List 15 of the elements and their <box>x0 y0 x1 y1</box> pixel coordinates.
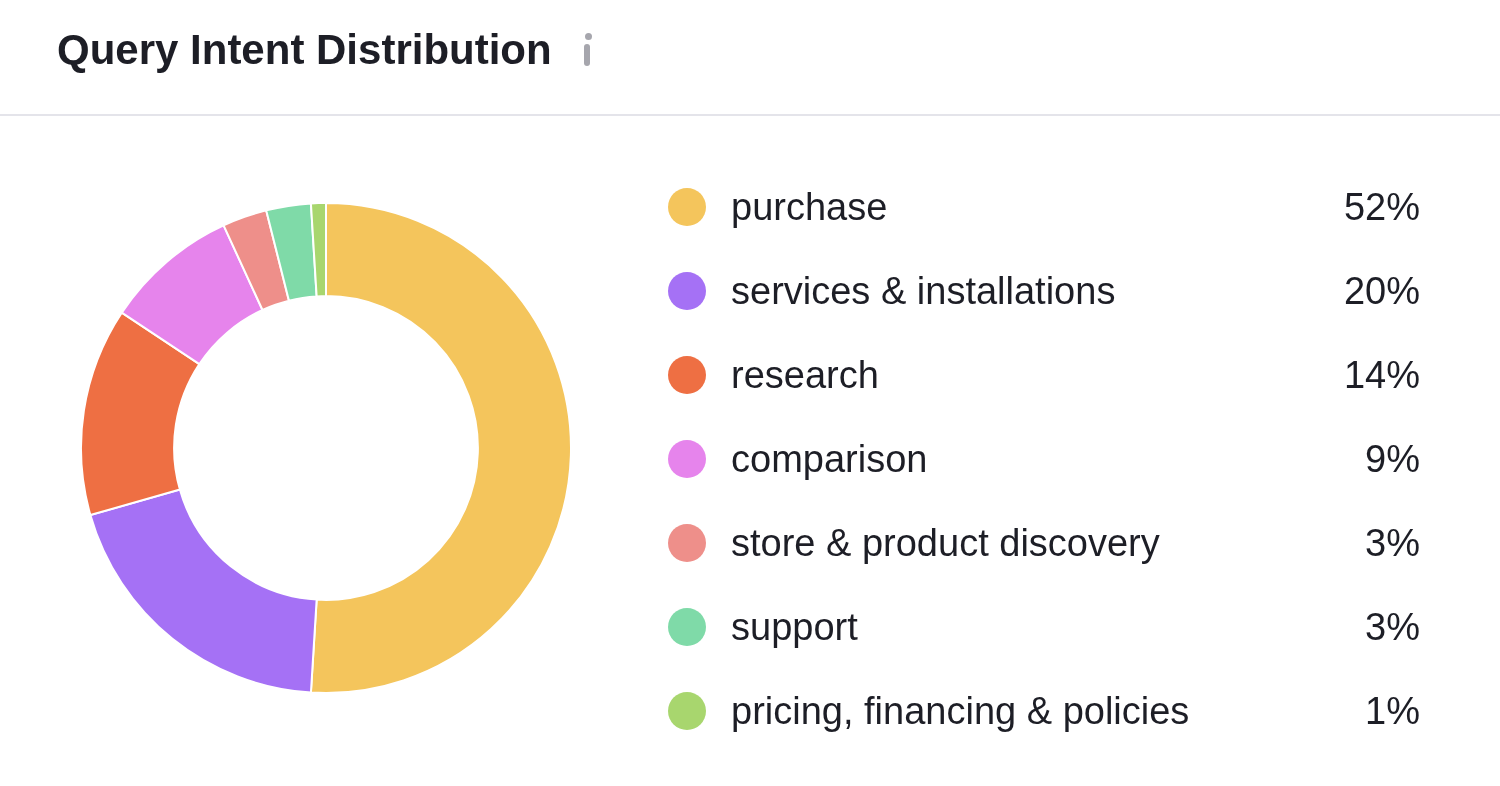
legend-label: pricing, financing & policies <box>731 689 1191 733</box>
data-label: 3% <box>1365 605 1420 649</box>
data-label: 9% <box>1365 437 1420 481</box>
legend-label: support <box>731 605 859 649</box>
legend-label: purchase <box>731 185 889 229</box>
data-label: 14% <box>1343 353 1420 397</box>
legend-label: services & installations <box>731 269 1117 313</box>
data-label: 20% <box>1343 269 1420 313</box>
legend-label: research <box>731 353 880 397</box>
legend-label: comparison <box>731 437 929 481</box>
data-label: 52% <box>1343 185 1420 229</box>
legend-label: store & product discovery <box>731 521 1161 565</box>
data-label: 3% <box>1365 521 1420 565</box>
data-label: 1% <box>1365 689 1420 733</box>
chart-title: Query Intent Distribution <box>57 26 552 74</box>
